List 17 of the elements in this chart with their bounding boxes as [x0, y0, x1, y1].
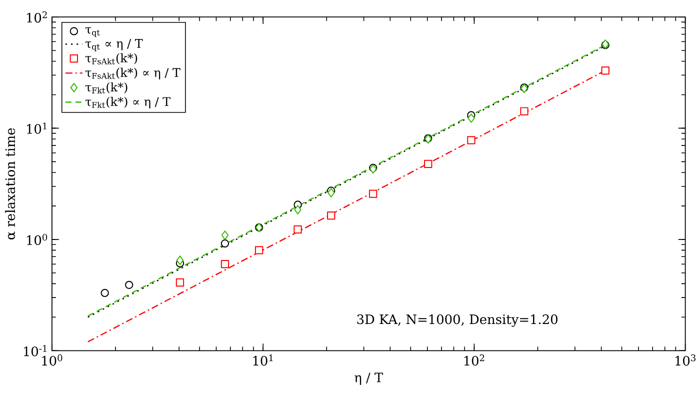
y-tick-label: 10$^{1}$ [27, 122, 46, 134]
y-tick-label: 10$^{0}$ [27, 234, 48, 246]
annotation: 3D KA, N=1000, Density=1.20 [357, 314, 558, 328]
legend-label: τ$_{Fkt}$(k*) ∝ η / T [86, 97, 170, 109]
legend-label: τ$_{qt}$ [86, 28, 100, 38]
y-tick-label: 10$^{2}$ [27, 12, 47, 23]
x-tick-label: 10$^{1}$ [253, 354, 273, 366]
legend-label: τ$_{FsAkt}$(k*) ∝ η / T [86, 68, 180, 80]
legend-label: τ$_{Fkt}$(k*) [86, 82, 128, 94]
y-tick-label: 10$^{-1}$ [24, 345, 46, 356]
x-tick-label: 10$^{2}$ [464, 354, 484, 366]
legend-label: τ$_{qt}$ ∝ η / T [86, 39, 143, 52]
x-tick-label: 10$^{0}$ [42, 354, 62, 366]
legend-label: τ$_{FsAkt}$(k*) [86, 53, 138, 65]
x-tick-label: 10$^{3}$ [676, 354, 696, 366]
x-axis-title: η / T [354, 372, 383, 386]
y-axis-title: α relaxation time [5, 128, 16, 240]
